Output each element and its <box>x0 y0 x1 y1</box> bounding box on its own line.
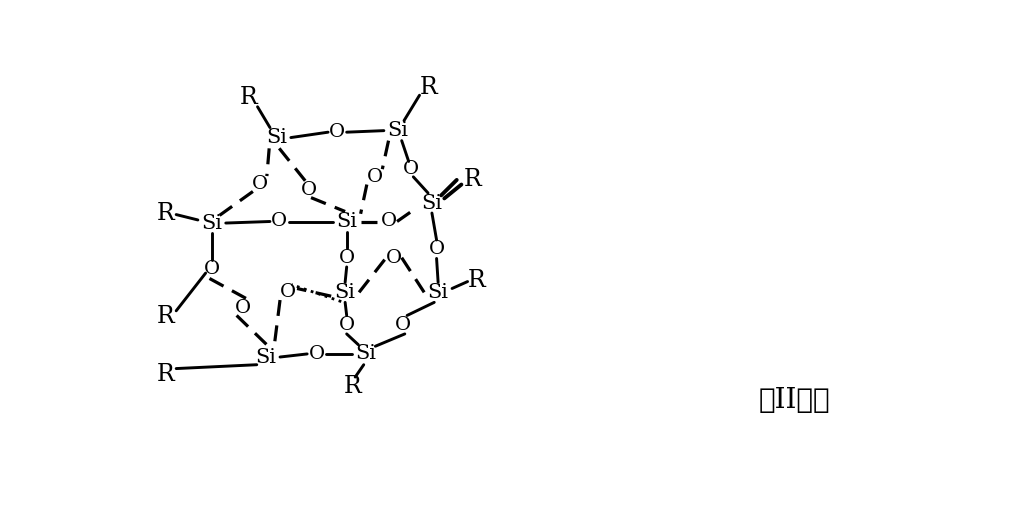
Text: R: R <box>157 305 174 329</box>
Text: O: O <box>329 123 345 141</box>
Text: R: R <box>157 202 174 224</box>
Text: Si: Si <box>421 193 443 213</box>
Text: O: O <box>428 240 445 258</box>
Text: R: R <box>344 375 362 398</box>
Text: O: O <box>367 168 382 186</box>
Text: Si: Si <box>427 283 449 302</box>
Text: O: O <box>204 260 220 278</box>
Text: O: O <box>338 249 355 267</box>
Text: R: R <box>420 76 438 99</box>
Text: R: R <box>468 268 486 291</box>
Text: Si: Si <box>255 347 277 366</box>
Text: O: O <box>280 283 296 301</box>
Text: O: O <box>300 181 317 199</box>
Text: O: O <box>235 299 251 316</box>
Text: Si: Si <box>336 212 357 231</box>
Text: Si: Si <box>387 121 408 140</box>
Text: O: O <box>396 315 411 334</box>
Text: O: O <box>385 249 402 267</box>
Text: Si: Si <box>334 283 356 302</box>
Text: O: O <box>338 315 355 334</box>
Text: O: O <box>381 213 398 231</box>
Text: Si: Si <box>266 128 287 147</box>
Text: O: O <box>403 160 419 178</box>
Text: O: O <box>272 213 287 231</box>
Text: R: R <box>240 86 257 109</box>
Text: O: O <box>252 175 268 193</box>
Text: R: R <box>464 168 482 191</box>
Text: Si: Si <box>201 214 222 233</box>
Text: O: O <box>309 345 325 363</box>
Text: Si: Si <box>356 344 376 364</box>
Text: R: R <box>157 363 174 386</box>
Text: （II）；: （II）； <box>758 387 830 414</box>
